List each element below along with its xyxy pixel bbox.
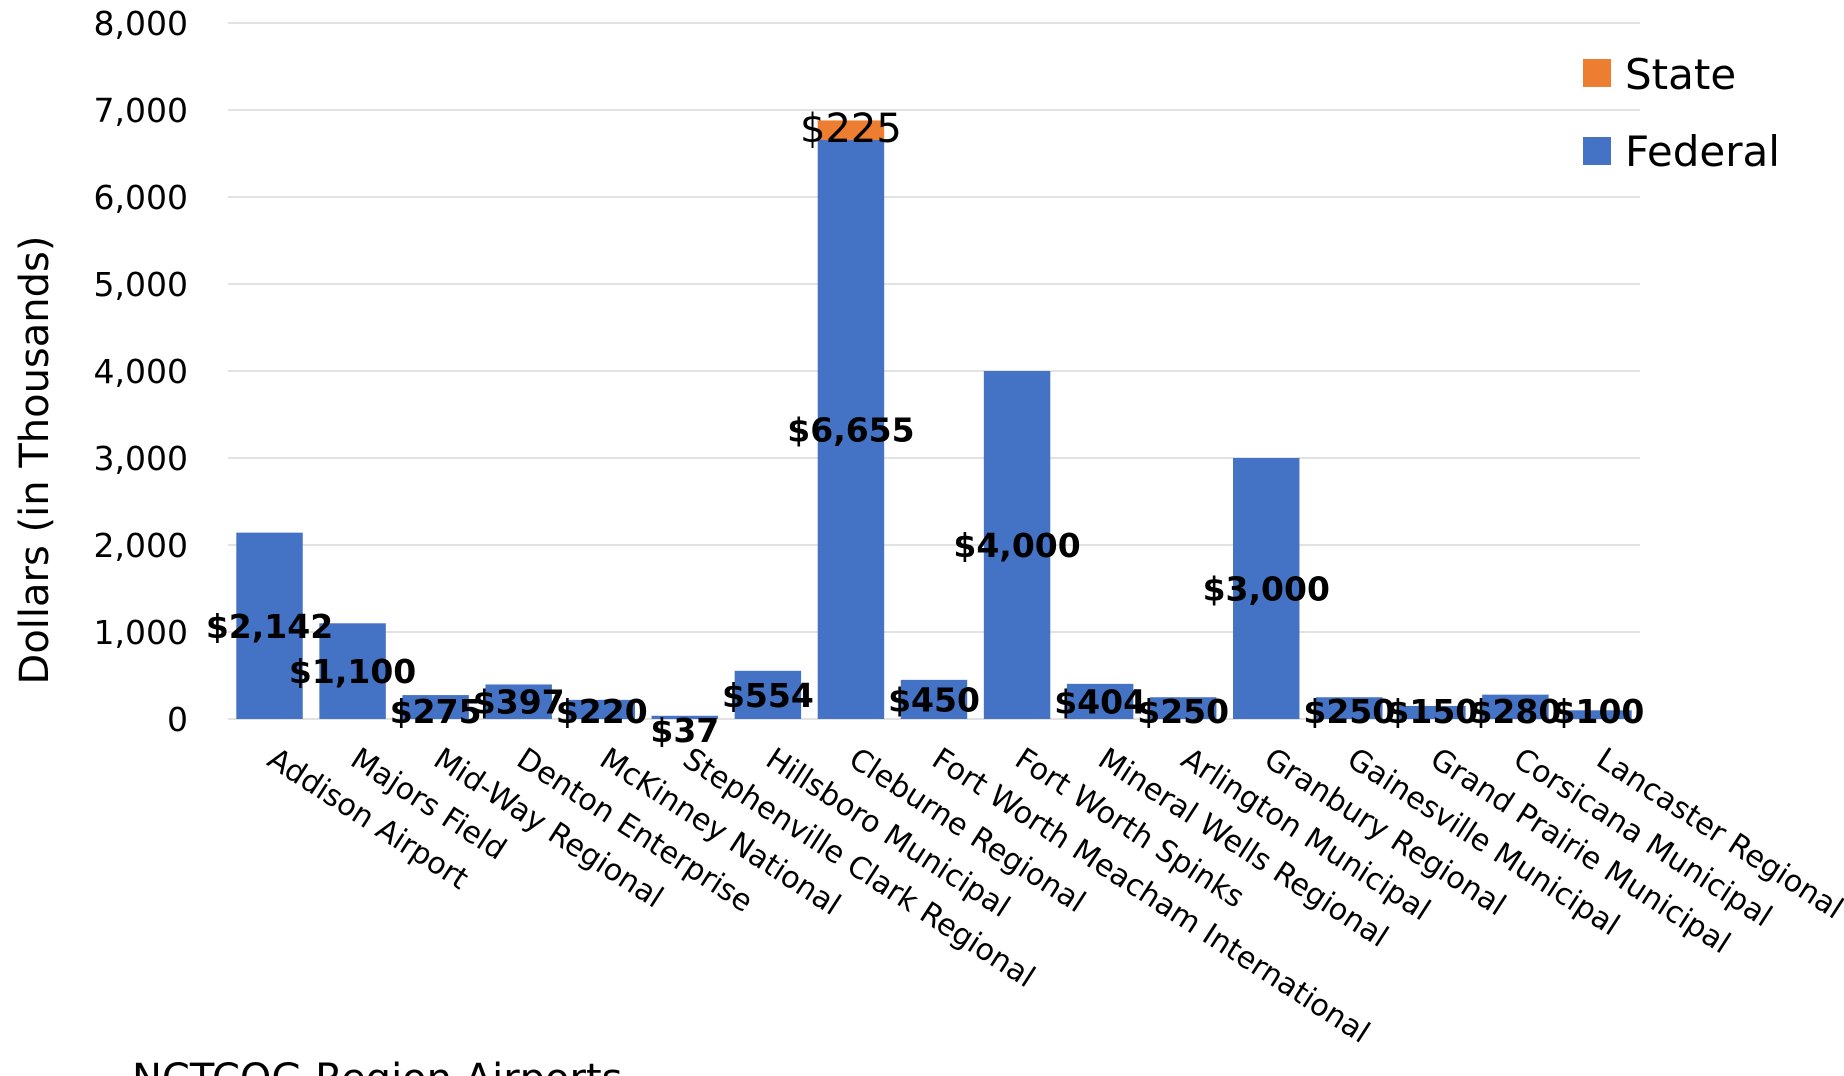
bar-state	[817, 120, 885, 141]
y-tick-label: 5,000	[94, 265, 188, 304]
data-label-federal: $3,000	[1203, 570, 1330, 609]
legend-swatch-state	[1583, 59, 1611, 87]
bar-federal	[734, 670, 802, 719]
data-label-federal: $450	[888, 680, 980, 719]
bar-federal	[568, 699, 635, 719]
data-label-federal: $2,142	[206, 607, 333, 646]
data-label-federal: $37	[650, 711, 719, 750]
y-tick-label: 8,000	[94, 4, 188, 43]
y-axis-label: Dollars (in Thousands)	[12, 236, 58, 685]
gridlines	[228, 22, 1640, 720]
bar-federal	[1399, 705, 1466, 719]
legend-label-state: State	[1625, 50, 1736, 99]
bar-federal	[1482, 694, 1549, 719]
data-label-federal: $4,000	[953, 526, 1080, 565]
bar-federal	[236, 532, 303, 719]
legend-swatch-federal	[1583, 137, 1611, 165]
bar-federal	[983, 371, 1051, 719]
data-label-federal: $220	[556, 692, 648, 731]
bar-federal	[319, 623, 386, 719]
y-tick-label: 4,000	[94, 352, 188, 391]
bar-federal	[402, 695, 469, 719]
data-label-federal: $397	[473, 683, 565, 722]
legend: State Federal	[1583, 50, 1780, 176]
data-label-federal: $1,100	[289, 652, 416, 691]
data-label-federal: $554	[722, 676, 814, 715]
data-label-state: $225	[800, 106, 902, 152]
bar-federal	[1316, 697, 1383, 719]
data-label-federal: $250	[1303, 692, 1395, 731]
data-label-federal: $150	[1386, 692, 1478, 731]
data-label-federal: $250	[1137, 692, 1229, 731]
y-tick-label: 3,000	[94, 439, 188, 478]
bar-federal	[1066, 683, 1134, 719]
bar-federal	[1565, 710, 1632, 719]
y-tick-label: 6,000	[94, 178, 188, 217]
y-tick-label: 2,000	[94, 526, 188, 565]
data-label-federal: $6,655	[787, 411, 914, 450]
bars	[236, 120, 1632, 719]
data-labels: $2,142 $1,100$275$397$220 $37$554 $6,655 $22…	[206, 106, 1645, 750]
footer-text: NCTCOG Region Airports	[132, 1056, 622, 1076]
legend-label-federal: Federal	[1625, 127, 1780, 176]
bar-federal	[817, 140, 885, 719]
bar-federal	[651, 715, 719, 719]
y-tick-label: 0	[167, 700, 188, 739]
data-label-federal: $100	[1553, 692, 1645, 731]
data-label-federal: $280	[1469, 692, 1561, 731]
y-axis-ticks: 0 1,000 2,000 3,000 4,000 5,000 6,000 7,000 8,00…	[94, 4, 188, 739]
bar-federal	[1149, 697, 1217, 719]
data-label-federal: $275	[390, 692, 482, 731]
y-tick-label: 1,000	[94, 613, 188, 652]
data-label-federal: $404	[1054, 682, 1146, 721]
bar-federal	[485, 684, 552, 719]
bar-federal	[900, 679, 968, 719]
bar-federal	[1233, 458, 1300, 719]
y-tick-label: 7,000	[94, 91, 188, 130]
